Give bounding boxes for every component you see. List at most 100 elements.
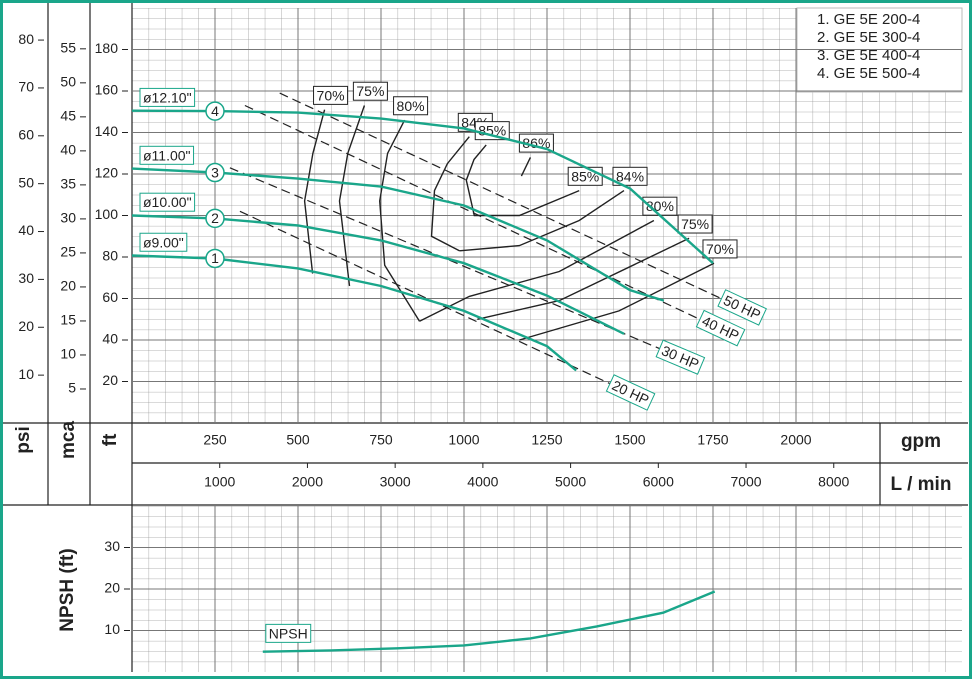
efficiency-label: 70% (313, 85, 349, 105)
efficiency-curve (519, 262, 715, 341)
x-tick-label: 250 (203, 432, 227, 448)
y-tick-label: 5 (68, 380, 76, 396)
impeller-label: ø12.10" 4 (139, 87, 225, 121)
efficiency-label: 85% (474, 121, 510, 141)
y-tick-label: 30 (18, 270, 34, 286)
npsh-curve (262, 590, 716, 653)
x-tick-label: 1500 (614, 432, 645, 448)
npsh-label: NPSH (265, 623, 312, 643)
y-tick-label: 70 (18, 79, 34, 95)
power-line (239, 210, 615, 387)
y-tick-label: 25 (60, 244, 76, 260)
axis-title: gpm (901, 431, 941, 452)
label-box (139, 145, 195, 165)
axis-title: mca (58, 421, 79, 459)
label-box (695, 309, 746, 347)
y-tick-label: 160 (95, 82, 119, 98)
efficiency-curve (430, 136, 470, 252)
efficiency-label: 85% (567, 166, 603, 186)
impeller-number: 3 (211, 164, 219, 180)
efficiency-label-text: 70% (706, 241, 734, 257)
y-tick-label: 10 (60, 346, 76, 362)
y-tick-label: 30 (60, 210, 76, 226)
y-tick-label: 20 (60, 278, 76, 294)
label-box (655, 339, 706, 375)
efficiency-curve (459, 190, 625, 252)
label-box (313, 85, 349, 105)
efficiency-curve (520, 157, 532, 177)
y-tick-label: 45 (60, 108, 76, 124)
x-tick-label: 2000 (780, 432, 811, 448)
x-tick-label: 750 (369, 432, 393, 448)
impeller-marker (205, 101, 225, 121)
axis-title: L / min (891, 474, 952, 495)
label-box (702, 239, 738, 259)
y-tick-label: 180 (95, 40, 119, 56)
impeller-label: ø11.00" 3 (139, 145, 225, 183)
label-box (139, 232, 188, 252)
legend-entry: 4. GE 5E 500-4 (817, 65, 920, 82)
efficiency-label: 75% (352, 81, 388, 101)
x-tick-label: 1000 (448, 432, 479, 448)
y-tick-label: 50 (18, 174, 34, 190)
impeller-number: 1 (211, 250, 219, 266)
efficiency-label-text: 70% (317, 87, 345, 103)
npsh-name: NPSH (269, 625, 308, 641)
impeller-name: ø11.00" (143, 147, 191, 163)
label-box (139, 87, 196, 107)
efficiency-curve (465, 144, 491, 217)
y-tick-label: 15 (60, 312, 76, 328)
y-tick-label: 40 (60, 142, 76, 158)
y-tick-label: 55 (60, 40, 76, 56)
x-tick-label: 6000 (643, 474, 674, 490)
impeller-label: ø9.00" 1 (139, 232, 225, 269)
impeller-marker (205, 208, 225, 229)
impeller-number: 4 (211, 103, 219, 119)
x-tick-label: 1250 (531, 432, 562, 448)
efficiency-curve (303, 109, 326, 274)
x-tick-label: 7000 (730, 474, 761, 490)
x-tick-label: 8000 (818, 474, 849, 490)
power-line (229, 167, 665, 351)
impeller-marker (205, 248, 225, 269)
legend-entry: 2. GE 5E 300-4 (817, 29, 920, 46)
efficiency-label-text: 75% (356, 83, 384, 99)
y-tick-label: 40 (102, 331, 118, 347)
y-tick-label: 20 (102, 372, 118, 388)
y-tick-label: 35 (60, 176, 76, 192)
efficiency-label-text: 85% (571, 168, 599, 184)
label-box (393, 96, 429, 116)
efficiency-curve (378, 119, 421, 322)
axis-title: psi (13, 426, 34, 453)
label-box (677, 214, 713, 234)
power-line (279, 92, 726, 302)
efficiency-label-text: 84% (616, 168, 644, 184)
y-tick-label: 120 (95, 165, 119, 181)
impeller-name: ø10.00" (143, 194, 192, 210)
efficiency-curve (490, 189, 580, 217)
axis-title: NPSH (ft) (57, 548, 78, 631)
y-tick-label: 100 (95, 206, 119, 222)
efficiency-label-text: 75% (681, 216, 709, 232)
x-tick-label: 2000 (292, 474, 323, 490)
impeller-name: ø12.10" (143, 89, 192, 105)
x-tick-label: 1750 (697, 432, 728, 448)
x-tick-label: 500 (286, 432, 310, 448)
legend-entry: 1. GE 5E 200-4 (817, 11, 920, 28)
impeller-label: ø10.00" 2 (139, 192, 225, 229)
legend-entry: 3. GE 5E 400-4 (817, 47, 920, 64)
frame-lines (3, 3, 968, 672)
y-tick-label: 80 (102, 248, 118, 264)
impeller-marker (205, 162, 225, 183)
y-tick-label: 50 (60, 74, 76, 90)
efficiency-label: 80% (393, 96, 429, 116)
label-box (612, 166, 648, 186)
label-box (265, 623, 312, 643)
impeller-name: ø9.00" (143, 234, 184, 250)
y-tick-label: 20 (18, 318, 34, 334)
x-tick-label: 5000 (555, 474, 586, 490)
label-box (605, 374, 656, 411)
y-tick-label: 60 (18, 127, 34, 143)
